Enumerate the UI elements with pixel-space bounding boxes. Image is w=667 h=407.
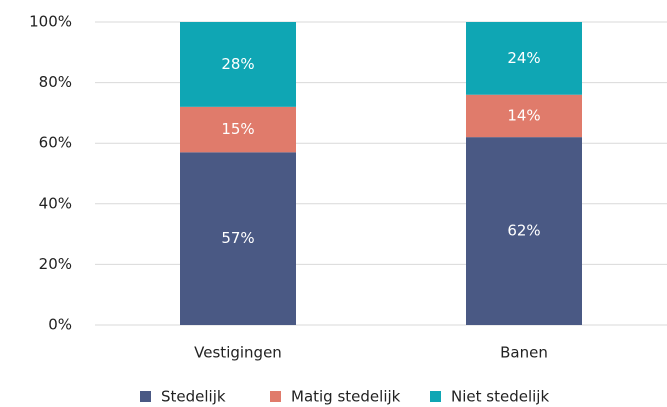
value-label: 28% bbox=[221, 55, 254, 73]
legend-swatch bbox=[430, 391, 441, 402]
y-tick-label: 80% bbox=[39, 73, 72, 91]
y-tick-label: 60% bbox=[39, 134, 72, 152]
legend-swatch bbox=[140, 391, 151, 402]
legend-label: Niet stedelijk bbox=[451, 388, 549, 406]
legend-swatch bbox=[270, 391, 281, 402]
x-tick-label: Banen bbox=[500, 344, 548, 362]
bar-segment bbox=[466, 22, 582, 95]
x-tick-label: Vestigingen bbox=[194, 344, 282, 362]
value-label: 14% bbox=[507, 106, 540, 124]
y-tick-label: 40% bbox=[39, 194, 72, 212]
value-label: 15% bbox=[221, 120, 254, 138]
bar-segment bbox=[180, 22, 296, 107]
y-tick-label: 0% bbox=[48, 316, 72, 334]
bar-segment bbox=[466, 94, 582, 138]
legend-label: Stedelijk bbox=[161, 388, 226, 406]
bar-segment bbox=[180, 152, 296, 325]
legend-label: Matig stedelijk bbox=[291, 388, 401, 406]
value-label: 57% bbox=[221, 229, 254, 247]
y-tick-label: 20% bbox=[39, 255, 72, 273]
value-label: 62% bbox=[507, 222, 540, 240]
bar-segment bbox=[466, 137, 582, 325]
bar-segment bbox=[180, 106, 296, 153]
value-label: 24% bbox=[507, 49, 540, 67]
y-tick-label: 100% bbox=[29, 13, 72, 31]
